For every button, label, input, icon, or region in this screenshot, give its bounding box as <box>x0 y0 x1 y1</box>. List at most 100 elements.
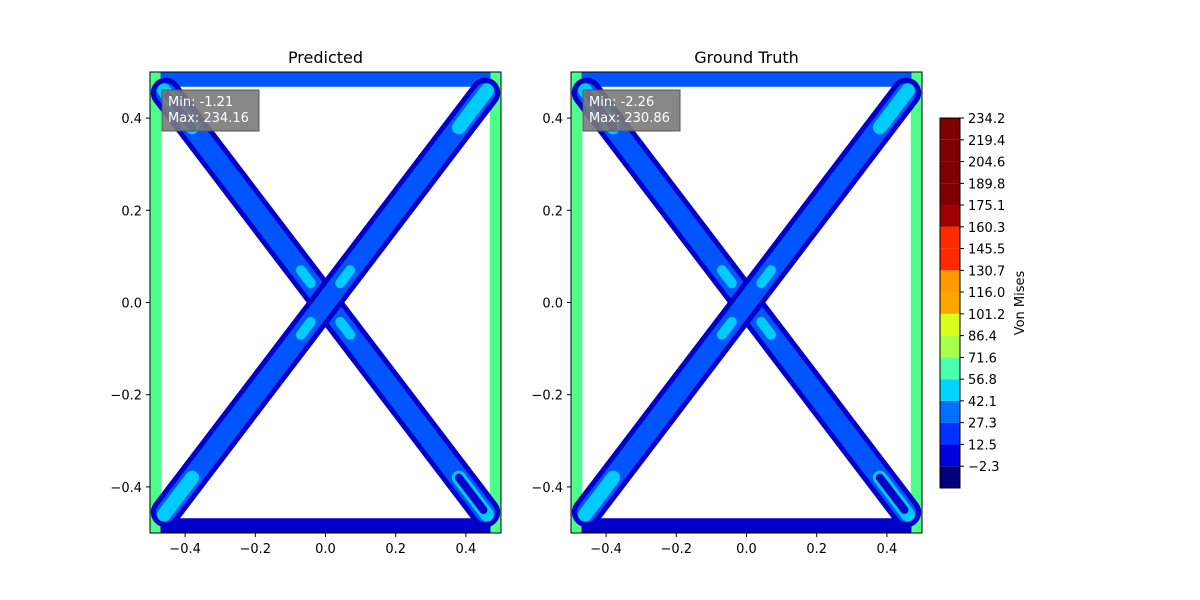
y-tick-label: 0.0 <box>542 297 563 312</box>
colorbar-frame <box>939 117 961 489</box>
min-label: Min: -2.26 <box>589 95 654 110</box>
colorbar-band <box>940 226 960 249</box>
colorbar-tick-label: 116.0 <box>968 286 1005 301</box>
axis-ticks: −0.4 −0.2 0.0 0.2 0.4 0.4 0.2 0.0 −0.2 −0.4 <box>110 112 476 557</box>
y-tick-label: −0.2 <box>531 389 563 404</box>
x-tick-label: 0.4 <box>877 542 898 557</box>
colorbar-ticks: 234.2 219.4 204.6 189.8 175.1 160.3 145.5 130.7… <box>960 112 1005 475</box>
colorbar-tick-label: 86.4 <box>968 330 997 345</box>
y-tick-label: 0.0 <box>121 297 142 312</box>
colorbar-tick-label: 12.5 <box>968 438 997 453</box>
colorbar-label: Von Mises <box>1013 270 1028 335</box>
y-tick-label: 0.4 <box>121 112 142 127</box>
center-stress <box>716 265 737 289</box>
colorbar-band <box>940 248 960 271</box>
colorbar-tick-label: 42.1 <box>968 395 997 410</box>
x-tick-label: 0.0 <box>736 542 757 557</box>
left-member <box>150 72 162 533</box>
y-tick-label: −0.4 <box>531 481 563 496</box>
top-member <box>581 72 912 87</box>
min-max-box-bg <box>161 89 260 132</box>
corner-stress <box>451 83 494 135</box>
x-tick-label: −0.4 <box>590 542 622 557</box>
right-member <box>910 72 922 533</box>
min-max-box: Min: -1.21 Max: 234.16 <box>161 89 260 132</box>
center-stress <box>756 316 777 340</box>
x-tick-label: −0.2 <box>240 542 272 557</box>
min-label: Min: -1.21 <box>168 95 233 110</box>
x-tick-label: −0.2 <box>661 542 693 557</box>
y-tick-label: −0.4 <box>110 481 142 496</box>
colorbar-band <box>940 161 960 184</box>
stress-field <box>150 72 501 533</box>
min-max-box: Min: -2.26 Max: 230.86 <box>582 89 681 132</box>
colorbar: 234.2 219.4 204.6 189.8 175.1 160.3 145.5 130.7… <box>939 112 1028 489</box>
corner-dark <box>454 473 488 514</box>
axis-ticks: −0.4 −0.2 0.0 0.2 0.4 0.4 0.2 0.0 −0.2 −0.4 <box>531 112 897 557</box>
colorbar-band <box>940 444 960 467</box>
colorbar-band <box>940 466 960 488</box>
colorbar-tick-label: 27.3 <box>968 417 997 432</box>
colorbar-bands <box>939 117 961 489</box>
panel-ground-truth: Ground Truth −0.4 −0.2 0.0 0.2 0.40.40.20.0−… <box>531 48 923 557</box>
colorbar-band <box>940 422 960 445</box>
x-tick-label: 0.2 <box>806 542 827 557</box>
chart-title: Predicted <box>288 48 363 67</box>
stress-field <box>571 72 922 533</box>
plot-area <box>570 71 923 534</box>
colorbar-band <box>940 335 960 358</box>
colorbar-tick-label: 71.6 <box>968 351 997 366</box>
plot-area <box>149 71 502 534</box>
center-stress <box>335 265 356 289</box>
corner-dark <box>875 473 909 514</box>
colorbar-tick-label: 234.2 <box>968 112 1005 127</box>
bottom-member <box>581 518 912 533</box>
colorbar-tick-label: 219.4 <box>968 134 1005 149</box>
colorbar-band <box>940 379 960 401</box>
colorbar-tick-label: −2.3 <box>968 460 1000 475</box>
colorbar-tick-label: 175.1 <box>968 199 1005 214</box>
top-member <box>160 72 491 87</box>
panel-predicted: Predicted −0.4 −0.2 0.0 0.2 0.4 0.4 0.2 0.0 −0.2… <box>110 48 502 557</box>
chart-title: Ground Truth <box>694 48 799 67</box>
y-tick-label: 0.2 <box>121 204 142 219</box>
y-tick-label: −0.2 <box>110 389 142 404</box>
colorbar-tick-label: 56.8 <box>968 373 997 388</box>
x-tick-label: 0.4 <box>456 542 477 557</box>
right-member <box>489 72 501 533</box>
colorbar-tick-label: 130.7 <box>968 264 1005 279</box>
x-tick-label: 0.0 <box>315 542 336 557</box>
x-tick-label: 0.2 <box>385 542 406 557</box>
colorbar-tick-label: 204.6 <box>968 156 1005 171</box>
colorbar-band <box>940 292 960 314</box>
colorbar-tick-label: 101.2 <box>968 308 1005 323</box>
colorbar-band <box>940 270 960 293</box>
colorbar-tick-label: 160.3 <box>968 221 1005 236</box>
center-stress <box>756 265 777 289</box>
center-stress <box>335 316 356 340</box>
x-tick-label: −0.4 <box>169 542 201 557</box>
diagonal-member <box>576 82 917 523</box>
colorbar-band <box>940 118 960 140</box>
colorbar-band <box>940 313 960 336</box>
corner-stress <box>872 83 915 135</box>
center-stress <box>295 265 316 289</box>
corner-stress <box>578 470 621 522</box>
colorbar-band <box>940 357 960 380</box>
y-tick-label: 0.2 <box>542 204 563 219</box>
center-stress <box>295 316 316 340</box>
colorbar-band <box>940 183 960 206</box>
max-label: Max: 234.16 <box>168 111 249 126</box>
max-label: Max: 230.86 <box>589 111 670 126</box>
y-tick-label: 0.4 <box>542 112 563 127</box>
colorbar-band <box>940 139 960 162</box>
bottom-member <box>160 518 491 533</box>
colorbar-tick-label: 145.5 <box>968 243 1005 258</box>
colorbar-band <box>940 400 960 423</box>
corner-stress <box>157 470 200 522</box>
center-stress <box>716 316 737 340</box>
min-max-box-bg <box>582 89 681 132</box>
diagonal-member <box>155 82 496 523</box>
colorbar-band <box>940 205 960 227</box>
